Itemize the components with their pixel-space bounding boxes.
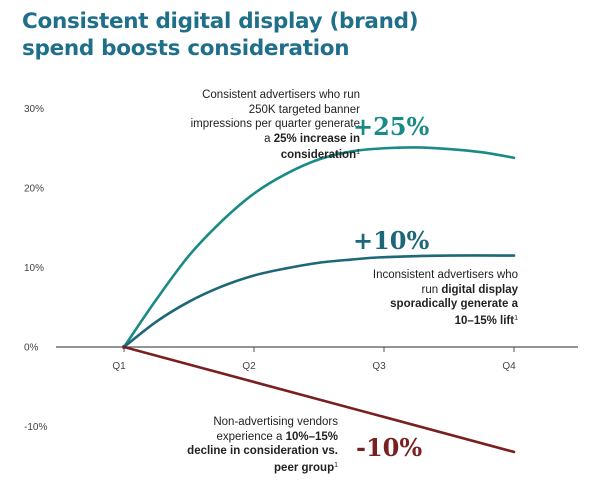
chart-title-line-1: Consistent digital display (brand) xyxy=(22,9,419,34)
x-tick-label: Q1 xyxy=(112,361,126,372)
x-axis-ticks: Q1 Q2 Q3 Q4 xyxy=(112,347,516,372)
y-tick-label: 30% xyxy=(24,104,44,115)
series-line-consistent xyxy=(122,146,516,349)
footnote-marker: 1 xyxy=(334,461,338,469)
y-tick-label: 10% xyxy=(24,263,44,274)
consistent-value-label: +25% xyxy=(353,112,430,141)
non-advertising-value-label: -10% xyxy=(356,433,423,462)
footnote-marker: 1 xyxy=(514,314,518,322)
series-line-inconsistent xyxy=(122,254,516,349)
y-tick-label: 0% xyxy=(24,343,39,354)
non-advertising-annotation: Non-advertising vendors experience a 10%… xyxy=(187,416,338,474)
consistent-annotation-bold: 25% increase in consideration xyxy=(273,132,360,162)
consistent-annotation: Consistent advertisers who run 250K targ… xyxy=(190,89,360,162)
x-tick-label: Q3 xyxy=(372,361,386,372)
x-tick-label: Q2 xyxy=(242,361,256,372)
series-line-non-advertising xyxy=(122,345,516,454)
chart-title: Consistent digital display (brand) spend… xyxy=(22,8,419,62)
footnote-marker: 1 xyxy=(356,149,360,156)
y-tick-label: 20% xyxy=(24,184,44,195)
inconsistent-annotation: Inconsistent advertisers who run digital… xyxy=(372,269,518,327)
inconsistent-value-label: +10% xyxy=(353,226,430,255)
non-advertising-annotation-bold: 10%–15% decline in consideration vs. pee… xyxy=(187,430,338,474)
series-lines xyxy=(122,146,516,454)
y-axis-ticks: 30% 20% 10% 0% -10% xyxy=(24,104,47,433)
x-tick-label: Q4 xyxy=(502,361,516,372)
chart-title-line-2: spend boosts consideration xyxy=(22,36,350,61)
y-tick-label: -10% xyxy=(24,422,47,433)
inconsistent-annotation-bold: digital display sporadically generate a … xyxy=(390,283,518,327)
